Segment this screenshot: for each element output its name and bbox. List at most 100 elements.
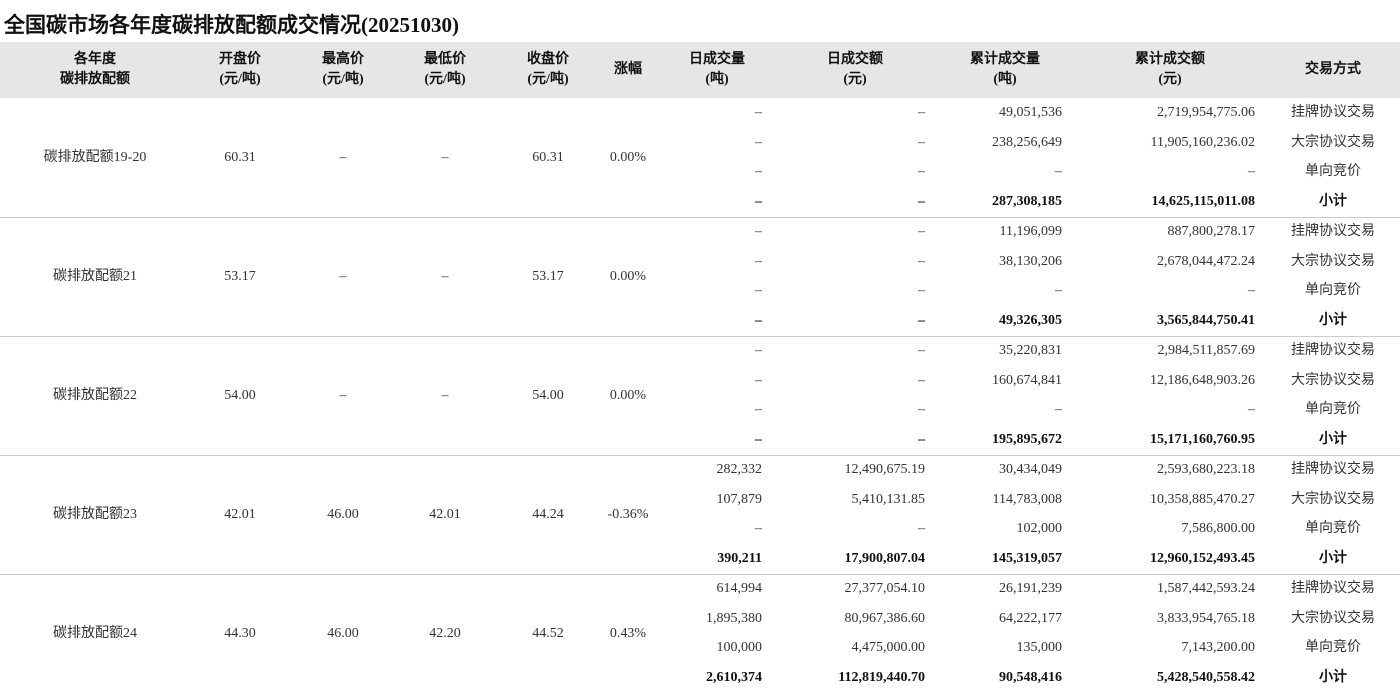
cell: 2,719,954,775.06	[1157, 104, 1255, 120]
cell: 100,000	[716, 640, 763, 656]
cell: –	[918, 283, 925, 299]
row-divider	[0, 574, 1400, 575]
cell: 35,220,831	[999, 342, 1062, 358]
cell: 0.43%	[609, 625, 647, 641]
column-header: 各年度	[74, 52, 116, 67]
column-header: 最高价	[322, 52, 364, 67]
trade-method: 小计	[1319, 551, 1347, 567]
cell: 287,308,185	[992, 194, 1062, 210]
row-divider	[0, 217, 1400, 218]
cell: 碳排放配额22	[53, 387, 137, 403]
cell: 3,833,954,765.18	[1157, 610, 1255, 626]
cell: 14,625,115,011.08	[1151, 194, 1255, 210]
trade-method: 单向竞价	[1305, 402, 1361, 418]
cell: –	[1248, 164, 1255, 180]
trade-method: 小计	[1319, 432, 1347, 448]
cell: 5,410,131.85	[851, 491, 926, 507]
cell: 114,783,008	[992, 491, 1062, 507]
cell: 60.31	[532, 149, 564, 165]
cell: –	[918, 253, 925, 269]
cell: 3,565,844,750.41	[1157, 313, 1255, 329]
cell: –	[918, 402, 925, 418]
trade-method: 挂牌协议交易	[1291, 104, 1375, 120]
trade-method: 大宗协议交易	[1291, 491, 1375, 507]
trade-method: 单向竞价	[1305, 521, 1361, 537]
cell: 90,548,416	[999, 670, 1062, 686]
cell: 0.00%	[609, 268, 647, 284]
cell: –	[755, 313, 762, 329]
cell: 碳排放配额19-20	[43, 149, 147, 165]
row-divider	[0, 336, 1400, 337]
cell: 2,610,374	[706, 670, 762, 686]
cell: 145,319,057	[992, 551, 1062, 567]
cell: 42.01	[224, 506, 256, 522]
cell: 80,967,386.60	[844, 610, 926, 626]
cell: –	[755, 402, 762, 418]
cell: -0.36%	[607, 506, 649, 522]
cell: 107,879	[716, 491, 763, 507]
cell: 26,191,239	[999, 580, 1062, 596]
cell: –	[918, 194, 925, 210]
column-header: (元/吨)	[322, 72, 364, 87]
cell: –	[755, 104, 762, 120]
cell: –	[755, 342, 762, 358]
trade-method: 大宗协议交易	[1291, 372, 1375, 388]
cell: –	[1055, 283, 1062, 299]
trade-method: 单向竞价	[1305, 283, 1361, 299]
cell: 135,000	[1016, 640, 1063, 656]
cell: 42.20	[429, 625, 461, 641]
cell: –	[755, 223, 762, 239]
cell: –	[1248, 283, 1255, 299]
cell: 49,051,536	[999, 104, 1062, 120]
cell: 53.17	[224, 268, 256, 284]
column-header: (吨)	[993, 72, 1017, 87]
cell: –	[755, 283, 762, 299]
cell: 282,332	[716, 461, 763, 477]
cell: 0.00%	[609, 387, 647, 403]
cell: 160,674,841	[992, 372, 1062, 388]
column-header: 最低价	[424, 52, 466, 67]
cell: 27,377,054.10	[844, 580, 926, 596]
column-header: (元/吨)	[424, 72, 466, 87]
cell: 12,490,675.19	[844, 461, 926, 477]
trade-method: 大宗协议交易	[1291, 253, 1375, 269]
cell: –	[918, 223, 925, 239]
column-header: 累计成交额	[1135, 52, 1205, 67]
cell: –	[441, 387, 449, 403]
trade-method: 挂牌协议交易	[1291, 461, 1375, 477]
cell: –	[918, 432, 925, 448]
trade-method: 挂牌协议交易	[1291, 342, 1375, 358]
cell: 1,587,442,593.24	[1157, 580, 1255, 596]
trade-method: 大宗协议交易	[1291, 134, 1375, 150]
trade-method: 小计	[1319, 670, 1347, 686]
cell: –	[755, 134, 762, 150]
trade-method: 挂牌协议交易	[1291, 580, 1375, 596]
column-header: (元)	[843, 72, 867, 87]
cell: 2,593,680,223.18	[1157, 461, 1255, 477]
cell: –	[1055, 164, 1062, 180]
cell: 53.17	[532, 268, 564, 284]
cell: 195,895,672	[992, 432, 1062, 448]
column-header: 涨幅	[614, 62, 642, 77]
cell: 64,222,177	[999, 610, 1062, 626]
cell: 44.30	[224, 625, 256, 641]
cell: –	[755, 194, 762, 210]
column-header: 累计成交量	[970, 52, 1040, 67]
cell: 46.00	[327, 506, 359, 522]
column-header: 收盘价	[527, 52, 569, 67]
cell: –	[918, 164, 925, 180]
cell: 49,326,305	[999, 313, 1062, 329]
trade-method: 单向竞价	[1305, 640, 1361, 656]
cell: –	[918, 104, 925, 120]
column-header: (元)	[1158, 72, 1182, 87]
title: 全国碳市场各年度碳排放配额成交情况(20251030)	[4, 13, 459, 37]
cell: 1,895,380	[706, 610, 762, 626]
column-header: 碳排放配额	[60, 72, 130, 87]
cell: –	[918, 313, 925, 329]
column-header: 交易方式	[1305, 62, 1361, 77]
cell: 44.52	[532, 625, 564, 641]
column-header: 开盘价	[219, 52, 261, 67]
cell: –	[755, 432, 762, 448]
cell: 7,143,200.00	[1181, 640, 1256, 656]
